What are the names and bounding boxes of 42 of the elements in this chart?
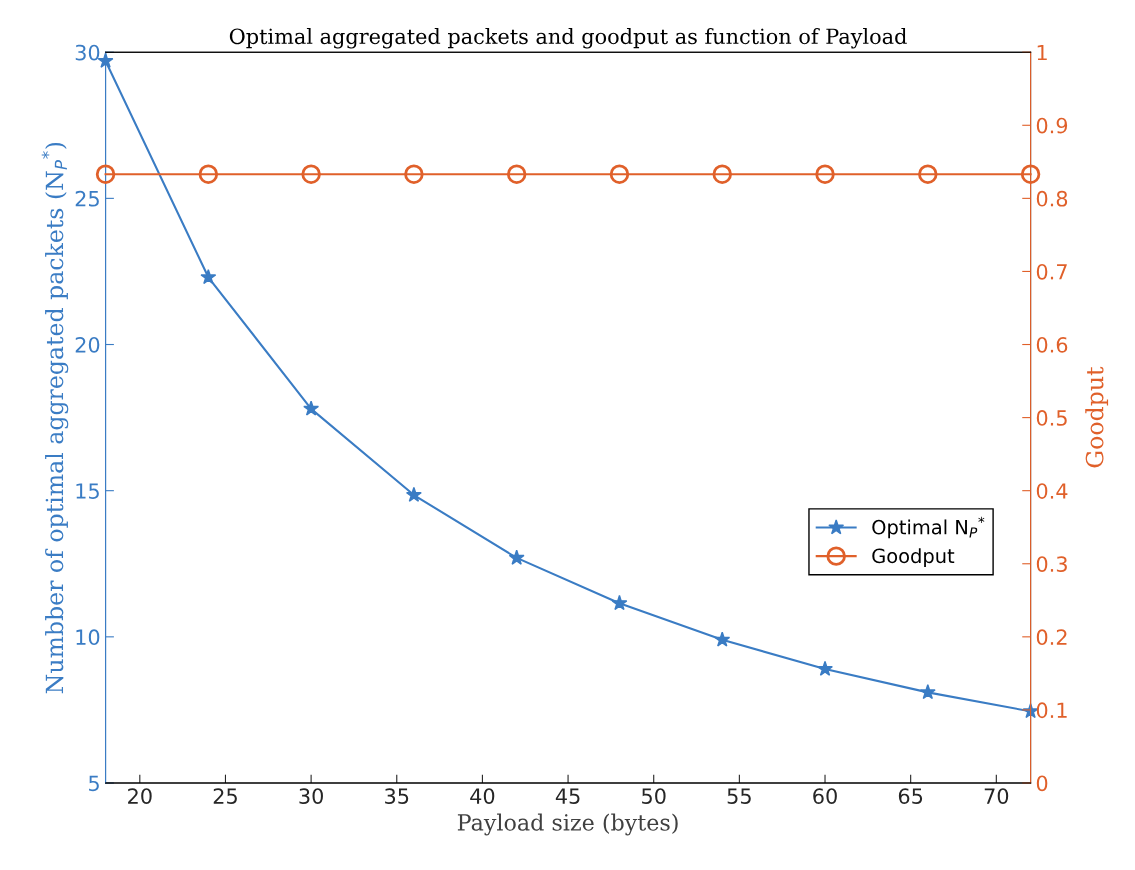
y2-tick-label: 0.9 [1036, 117, 1068, 134]
x-tick-label: 45 [555, 788, 580, 804]
point [714, 631, 731, 647]
point [303, 400, 320, 416]
point [200, 268, 217, 285]
y-tick-label: 15 [76, 483, 99, 499]
chart-title: Optimal aggregated packets and goodput as function of Payload [229, 28, 907, 49]
y2-tick-label: 0.8 [1036, 190, 1068, 207]
point [919, 684, 936, 700]
y-tick-label: 10 [76, 629, 100, 646]
x-tick-label: 70 [984, 788, 1009, 804]
x-axis-title: Payload size (bytes) [457, 813, 678, 836]
point [817, 660, 833, 676]
y2-tick-label: 1 [1037, 44, 1047, 61]
x-tick-label: 60 [813, 788, 837, 804]
x-tick-label: 50 [642, 788, 666, 804]
x-tick-label: 65 [898, 788, 923, 804]
y2-tick-label: 0.6 [1036, 336, 1068, 353]
y2-tick-label: 0.5 [1036, 410, 1067, 426]
x-tick-label: 20 [128, 788, 152, 804]
y-tick-label: 5 [89, 775, 99, 792]
x-tick-label: 30 [299, 788, 323, 804]
point [508, 549, 525, 565]
y2-tick-label: 0.3 [1036, 556, 1067, 572]
x-tick-label: 35 [385, 788, 409, 804]
y2-tick-label: 0 [1036, 775, 1048, 792]
y-tick-label: 25 [75, 190, 99, 207]
y-axis-title: Numbber of optimal aggregated packets (N$_{P}$$^{*}$) [41, 142, 69, 694]
point [405, 486, 422, 502]
y2-tick-label: 0.4 [1036, 483, 1068, 499]
y2-tick-label: 0.1 [1036, 702, 1067, 719]
x-tick-label: 40 [470, 788, 495, 804]
x-tick-label: 25 [213, 788, 237, 804]
y-tick-label: 20 [75, 336, 100, 353]
y2-tick-label: 0.2 [1036, 629, 1067, 646]
legend-label: Goodput [872, 548, 955, 567]
y2-tick-label: 0.7 [1036, 263, 1067, 280]
point [611, 594, 628, 611]
x-tick-label: 55 [727, 788, 751, 804]
y2-axis-title: Goodput [1085, 366, 1109, 468]
y-tick-label: 30 [75, 44, 100, 61]
legend-label: Optimal N$_{P}$$^{*}$ [872, 516, 985, 539]
